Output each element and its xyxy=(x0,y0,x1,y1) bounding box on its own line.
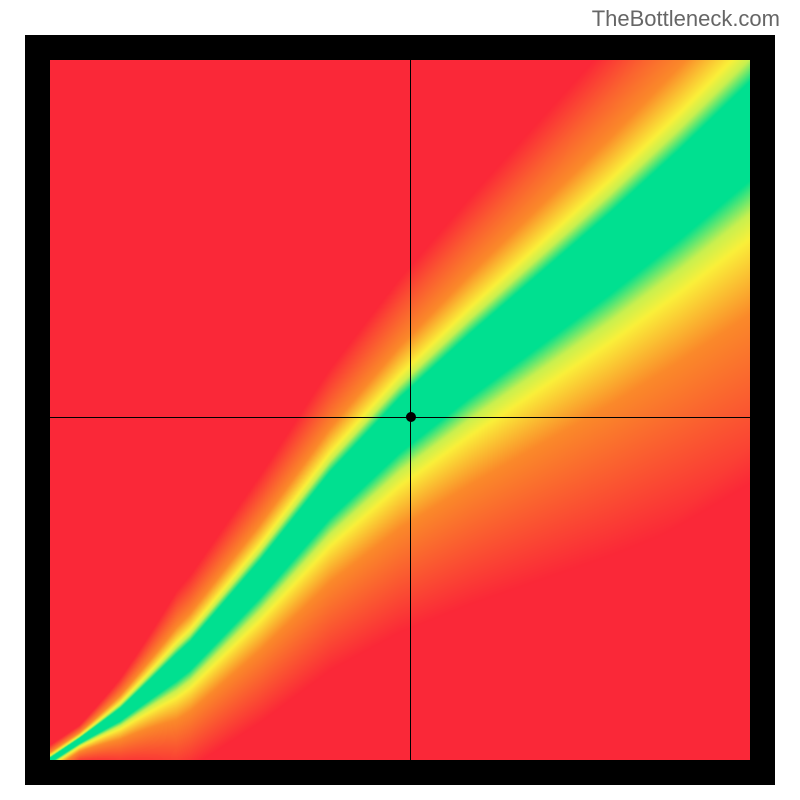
watermark-text: TheBottleneck.com xyxy=(592,6,780,32)
chart-container: { "watermark": "TheBottleneck.com", "can… xyxy=(0,0,800,800)
plot-frame xyxy=(25,35,775,785)
